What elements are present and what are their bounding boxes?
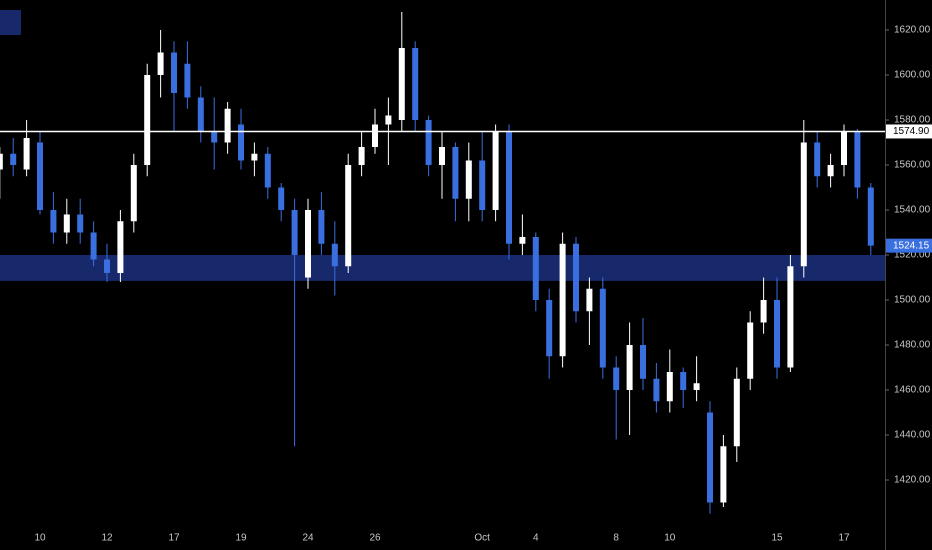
x-tick-label: Oct [474, 533, 490, 544]
candle-body [238, 124, 244, 161]
y-tick-label: 1620.00 [894, 25, 931, 36]
x-tick-label: 10 [664, 533, 676, 544]
candle-body [640, 344, 646, 379]
candle-body [666, 371, 673, 402]
last-price-box [886, 238, 932, 253]
candle-body [331, 243, 338, 267]
candle-body [707, 412, 713, 503]
candle-body [479, 160, 486, 210]
candle-body [465, 160, 472, 199]
last-price-label: 1524.15 [893, 240, 930, 251]
candle-body [827, 164, 834, 177]
candle-body [318, 209, 325, 244]
candle-body [519, 236, 526, 244]
candle-body [130, 164, 137, 222]
candle-body [224, 108, 231, 143]
candle-body [398, 47, 405, 120]
candle-body [733, 378, 740, 447]
candle-body [372, 124, 378, 147]
x-tick-label: 12 [101, 533, 113, 544]
candle-body [841, 131, 847, 165]
candle-body [506, 131, 512, 244]
candle-body [599, 288, 606, 368]
candle-body [197, 97, 204, 132]
candle-body [787, 266, 794, 368]
candle-body [867, 187, 874, 246]
candle-body [573, 243, 579, 312]
x-tick-label: 17 [168, 533, 180, 544]
candle-body [814, 142, 821, 177]
candle-body [50, 209, 57, 233]
candle-body [90, 232, 97, 260]
candle-body [291, 209, 298, 255]
plot-area [0, 11, 885, 514]
y-tick-label: 1420.00 [894, 475, 931, 486]
candle-body [425, 119, 432, 165]
y-tick-label: 1540.00 [894, 205, 931, 216]
x-tick-label: 15 [771, 533, 783, 544]
candle-body [117, 221, 124, 273]
y-tick-label: 1460.00 [894, 385, 931, 396]
y-tick-label: 1580.00 [894, 115, 931, 126]
candle-body [345, 164, 352, 267]
y-tick-label: 1600.00 [894, 70, 931, 81]
candle-body [586, 288, 593, 312]
candle-body [854, 131, 861, 188]
x-tick-label: 26 [369, 533, 381, 544]
candle-body [37, 142, 43, 210]
candle-body [774, 299, 780, 368]
candle-body [626, 344, 633, 390]
candle-body [23, 137, 30, 170]
candle-body [412, 47, 419, 120]
candle-body [559, 243, 566, 357]
candle-body [211, 131, 218, 143]
zone-band [0, 254, 885, 281]
candle-body [77, 214, 84, 233]
candle-body [157, 52, 164, 75]
candle-body [800, 142, 807, 267]
y-tick-label: 1500.00 [894, 295, 931, 306]
candle-body [63, 214, 70, 233]
candle-body [439, 146, 445, 165]
x-tick-label: 17 [838, 533, 850, 544]
candle-body [532, 236, 539, 300]
candle-body [104, 259, 110, 273]
y-tick-label: 1520.00 [894, 250, 931, 261]
candle-body [0, 153, 3, 170]
candle-body [720, 446, 727, 503]
candle-body [358, 146, 365, 165]
x-tick-label: 10 [34, 533, 46, 544]
candle-body [693, 383, 700, 390]
candle-body [171, 52, 177, 93]
x-tick-label: 24 [302, 533, 314, 544]
y-tick-label: 1560.00 [894, 160, 931, 171]
candle-body [492, 131, 499, 210]
x-tick-label: 19 [235, 533, 247, 544]
x-tick-label: 8 [613, 533, 619, 544]
candle-body [10, 153, 17, 165]
candle-body [305, 209, 311, 278]
candle-body [385, 115, 392, 125]
candle-body [680, 371, 687, 390]
candle-body [747, 322, 754, 379]
candle-body [251, 153, 258, 161]
x-tick-label: 4 [533, 533, 539, 544]
candle-body [144, 74, 151, 165]
candle-body [613, 367, 620, 390]
candle-body [546, 299, 553, 357]
candle-body [760, 299, 767, 323]
y-tick-label: 1480.00 [894, 340, 931, 351]
candle-body [452, 146, 459, 199]
level-label: 1574.90 [893, 126, 930, 137]
y-tick-label: 1440.00 [894, 430, 931, 441]
candle-body [184, 63, 191, 98]
level-label-box [886, 124, 932, 139]
candle-body [278, 187, 285, 210]
candle-body [653, 378, 660, 402]
candle-body [264, 153, 271, 188]
toolbar-swatch[interactable] [0, 10, 21, 35]
